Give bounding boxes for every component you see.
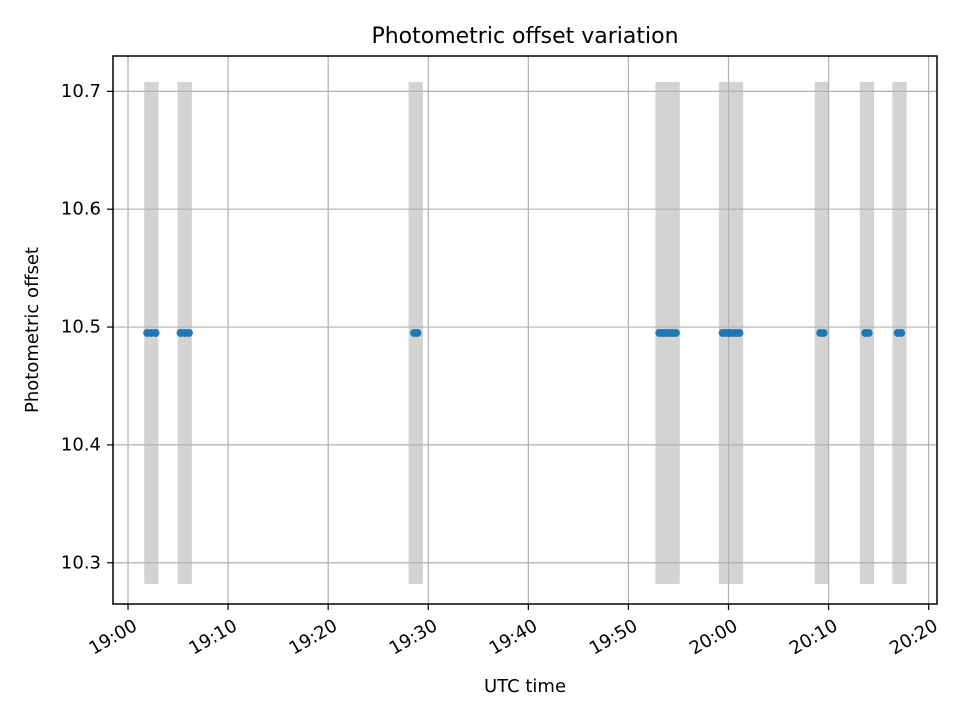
data-point xyxy=(897,328,906,337)
y-tick-label: 10.4 xyxy=(61,434,101,455)
data-point xyxy=(671,328,680,337)
x-axis-label: UTC time xyxy=(484,676,566,697)
y-tick-label: 10.5 xyxy=(61,317,101,338)
data-point xyxy=(819,328,828,337)
y-axis-ticks: 10.3 10.4 10.5 10.6 10.7 xyxy=(61,81,113,573)
data-point xyxy=(735,328,744,337)
y-axis-label: Photometric offset xyxy=(22,247,43,413)
data-points xyxy=(143,328,906,337)
data-point xyxy=(184,328,193,337)
chart-title: Photometric offset variation xyxy=(371,24,678,49)
data-point xyxy=(151,328,160,337)
data-point xyxy=(413,328,422,337)
gridlines xyxy=(113,56,937,604)
plot-frame xyxy=(112,55,938,605)
data-point xyxy=(864,328,873,337)
y-tick-label: 10.6 xyxy=(61,199,101,220)
y-tick-label: 10.3 xyxy=(61,552,101,573)
y-tick-label: 10.7 xyxy=(61,81,101,102)
